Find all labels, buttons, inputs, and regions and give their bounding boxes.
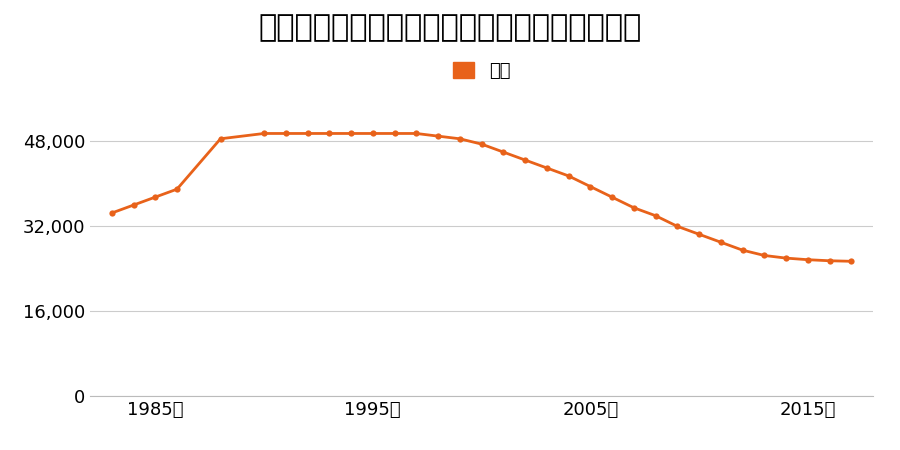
Legend: 価格: 価格 [446,54,518,87]
Text: 福岡県宗像市大字葉山１丁目７番５の地価推移: 福岡県宗像市大字葉山１丁目７番５の地価推移 [258,14,642,42]
